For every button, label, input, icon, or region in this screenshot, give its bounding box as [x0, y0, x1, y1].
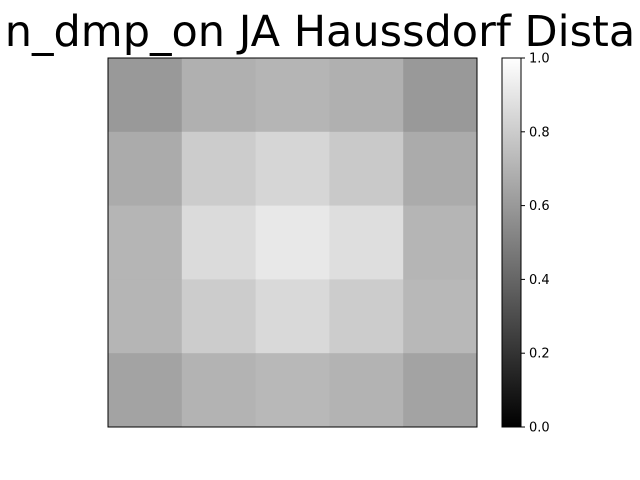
heatmap-cell-r4-c4 [403, 353, 478, 428]
heatmap-cell-r2-c3 [329, 205, 404, 280]
heatmap-cell-r2-c1 [181, 205, 257, 280]
heatmap-cell-r2-c4 [403, 205, 478, 280]
colorbar-tick-label: 0.6 [529, 199, 550, 214]
heatmap-cell-r0-c1 [181, 58, 257, 133]
heatmap-cell-r1-c2 [255, 131, 330, 207]
heatmap-cell-r3-c3 [329, 279, 404, 354]
colorbar [501, 57, 522, 428]
heatmap-cell-r3-c2 [255, 279, 330, 354]
heatmap-cell-r4-c0 [108, 353, 183, 428]
heatmap-cell-r4-c2 [255, 353, 330, 428]
heatmap-cell-r2-c2 [255, 205, 330, 280]
heatmap-cell-r3-c0 [108, 279, 183, 354]
colorbar-tick-label: 0.8 [529, 125, 550, 140]
heatmap-frame [107, 57, 478, 428]
heatmap-cell-r4-c3 [329, 353, 404, 428]
heatmap-cell-r2-c0 [108, 205, 183, 280]
colorbar-tick-label: 0.2 [529, 347, 550, 362]
heatmap-cells [108, 58, 478, 428]
heatmap-cell-r0-c2 [255, 58, 330, 133]
heatmap-cell-r4-c1 [181, 353, 257, 428]
heatmap-cell-r0-c4 [403, 58, 478, 133]
chart-title: n_dmp_on JA Haussdorf Dista [4, 7, 636, 57]
colorbar-tick-label: 0.0 [529, 421, 550, 436]
heatmap-cell-r1-c4 [403, 131, 478, 207]
heatmap-cell-r1-c0 [108, 131, 183, 207]
heatmap-cell-r0-c3 [329, 58, 404, 133]
heatmap-cell-r3-c1 [181, 279, 257, 354]
colorbar-tick-label: 1.0 [529, 52, 550, 67]
colorbar-tick-label: 0.4 [529, 273, 550, 288]
heatmap-cell-r1-c3 [329, 131, 404, 207]
colorbar-ticks: 0.0 0.2 0.4 0.6 0.8 1.0 [521, 52, 550, 436]
heatmap-cell-r1-c1 [181, 131, 257, 207]
heatmap-cell-r0-c0 [108, 58, 183, 133]
heatmap-cell-r3-c4 [403, 279, 478, 354]
